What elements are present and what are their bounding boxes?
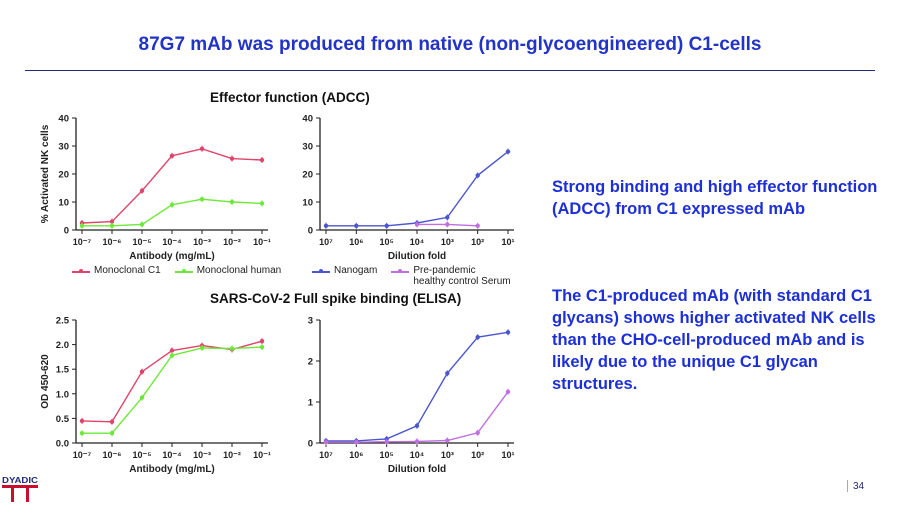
x-tick-label: 10² <box>471 237 484 247</box>
y-axis-label: OD 450-620 <box>40 354 51 409</box>
y-tick-label: 40 <box>302 114 313 125</box>
x-tick-label: 10⁵ <box>380 450 394 460</box>
slide-title: 87G7 mAb was produced from native (non-g… <box>138 34 762 55</box>
y-tick-label: 10 <box>302 198 313 209</box>
y-tick-label: 40 <box>58 114 69 125</box>
y-tick-label: 30 <box>302 142 313 153</box>
legend-label: Pre-pandemic healthy control Serum <box>413 265 511 287</box>
legend-right: Nanogam Pre-pandemic healthy control Ser… <box>312 265 511 287</box>
legend-label: Monoclonal C1 <box>94 265 161 276</box>
x-tick-label: 10⁶ <box>349 450 363 460</box>
x-tick-label: 10⁻² <box>223 237 241 247</box>
x-tick-label: 10⁶ <box>349 237 363 247</box>
legend-swatch-prepandemic <box>391 267 410 275</box>
x-tick-label: 10⁻⁶ <box>103 450 122 460</box>
adcc-section-title: Effector function (ADCC) <box>210 90 370 105</box>
x-axis-label: Dilution fold <box>388 251 446 262</box>
legend-swatch-nanogam <box>312 267 330 275</box>
x-tick-label: 10² <box>471 450 484 460</box>
x-tick-label: 10⁻⁷ <box>73 237 92 247</box>
elisa-section-title: SARS-CoV-2 Full spike binding (ELISA) <box>210 291 462 306</box>
series-line <box>82 346 263 434</box>
y-tick-label: 0.5 <box>56 414 70 425</box>
y-tick-label: 30 <box>58 142 69 153</box>
x-tick-label: 10¹ <box>501 237 514 247</box>
y-tick-label: 2 <box>308 357 313 368</box>
x-tick-label: 10³ <box>441 450 454 460</box>
x-tick-label: 10⁴ <box>410 450 424 460</box>
x-axis-label: Antibody (mg/mL) <box>129 464 215 475</box>
y-tick-label: 2.5 <box>56 316 70 327</box>
legend-left: Monoclonal C1 Monoclonal human <box>72 265 281 276</box>
legend-item: Monoclonal C1 <box>72 265 161 276</box>
summary-text-1: Strong binding and high effector functio… <box>552 178 878 218</box>
legend-label: Monoclonal human <box>196 265 282 276</box>
legend-item: Monoclonal human <box>174 265 282 276</box>
x-tick-label: 10⁻⁴ <box>162 450 181 460</box>
adcc-dilution-chart: 0 10 20 30 40 10⁷ 10⁶ 10⁵ 10⁴ 10³ 10² 10¹ Dilution f… <box>302 114 514 263</box>
legend-label: Nanogam <box>334 265 378 276</box>
x-tick-label: 10⁻² <box>223 450 241 460</box>
title-divider <box>25 70 875 71</box>
x-tick-label: 10⁻⁵ <box>133 450 152 460</box>
y-tick-label: 1.0 <box>56 389 69 400</box>
x-tick-label: 10⁻⁴ <box>162 237 181 247</box>
x-axis-label: Antibody (mg/mL) <box>129 251 215 262</box>
summary-text-2: The C1-produced mAb (with standard C1 gl… <box>552 287 876 393</box>
x-tick-label: 10⁻⁷ <box>73 450 92 460</box>
x-tick-label: 10³ <box>441 237 454 247</box>
y-tick-label: 3 <box>308 316 313 327</box>
elisa-dilution-chart: 0 1 2 3 10⁷ 10⁶ 10⁵ 10⁴ 10³ 10² 10¹ Dilution fold <box>308 316 515 476</box>
legend-swatch-c1 <box>72 267 90 275</box>
x-tick-label: 10⁵ <box>380 237 394 247</box>
y-tick-label: 0 <box>64 226 69 237</box>
x-tick-label: 10⁻³ <box>193 450 211 460</box>
elisa-antibody-chart: 0.0 0.5 1.0 1.5 2.0 2.5 10⁻⁷ 10⁻⁶ 10⁻⁵ 10⁻⁴ 10⁻³ 10… <box>40 316 271 476</box>
dyadic-logo: DYADIC <box>2 475 38 502</box>
legend-item: Pre-pandemic healthy control Serum <box>391 265 511 287</box>
y-tick-label: 20 <box>302 170 313 181</box>
y-tick-label: 0 <box>308 439 313 450</box>
x-tick-label: 10⁻¹ <box>253 237 271 247</box>
y-tick-label: 1 <box>308 398 314 409</box>
y-tick-label: 1.5 <box>56 365 70 376</box>
x-tick-label: 10⁻¹ <box>253 450 271 460</box>
page-number: 34 <box>853 481 865 492</box>
svg-text:DYADIC: DYADIC <box>2 475 38 485</box>
legend-item: Nanogam <box>312 265 377 276</box>
legend-swatch-human <box>174 267 193 275</box>
x-tick-label: 10⁷ <box>319 450 333 460</box>
y-tick-label: 0 <box>308 226 313 237</box>
y-tick-label: 20 <box>58 170 69 181</box>
x-tick-label: 10⁷ <box>319 237 333 247</box>
y-tick-label: 2.0 <box>56 340 69 351</box>
x-axis-label: Dilution fold <box>388 464 446 475</box>
x-tick-label: 10⁻⁶ <box>103 237 122 247</box>
series-line <box>326 151 509 227</box>
adcc-antibody-chart: 0 10 20 30 40 10⁻⁷ 10⁻⁶ 10⁻⁵ 10⁻⁴ 10⁻³ 10⁻² 10⁻¹ Ant… <box>40 114 271 263</box>
series-line <box>81 148 263 224</box>
y-axis-label: % Activated NK cells <box>40 124 51 223</box>
x-tick-label: 10⁻⁵ <box>133 237 152 247</box>
x-tick-label: 10⁴ <box>410 237 424 247</box>
x-tick-label: 10¹ <box>501 450 514 460</box>
page-divider <box>847 480 848 492</box>
x-tick-label: 10⁻³ <box>193 237 211 247</box>
y-tick-label: 10 <box>58 198 69 209</box>
y-tick-label: 0.0 <box>56 439 69 450</box>
series-line <box>326 391 509 443</box>
